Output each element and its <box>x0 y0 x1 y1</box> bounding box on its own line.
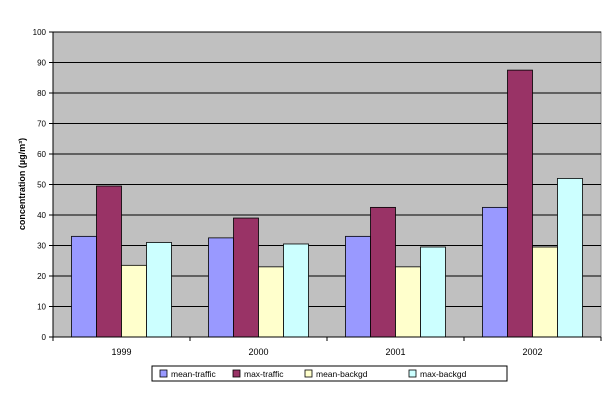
legend-label: max-backgd <box>420 369 467 379</box>
bar-mean-traffic-2002 <box>482 206 508 338</box>
legend-swatch-max-traffic <box>232 369 241 378</box>
bar-mean-backgd-2000 <box>258 266 284 338</box>
bar-max-traffic-2000 <box>233 217 259 338</box>
y-tick-label: 40 <box>37 211 46 220</box>
bar-mean-backgd-1999 <box>121 264 147 338</box>
y-tick-label: 70 <box>37 120 46 129</box>
y-axis-label: concentration (µg/m³) <box>17 138 27 230</box>
y-tick-label: 90 <box>37 59 46 68</box>
y-tick-label: 10 <box>37 303 46 312</box>
bar-max-traffic-2001 <box>370 206 396 338</box>
y-tick-label: 60 <box>37 150 46 159</box>
bar-mean-backgd-2002 <box>532 246 558 338</box>
x-tick-label: 2001 <box>385 347 405 357</box>
bar-max-backgd-2000 <box>283 243 309 338</box>
legend-label: mean-backgd <box>316 369 368 379</box>
bar-max-backgd-1999 <box>146 242 172 338</box>
legend-label: mean-traffic <box>171 369 216 379</box>
y-axis-ticks: 0 10 20 30 40 50 60 70 80 90 100 <box>33 28 53 342</box>
bar-max-traffic-1999 <box>96 185 122 338</box>
bar-max-backgd-2001 <box>420 246 446 338</box>
legend-swatch-max-backgd <box>408 369 417 378</box>
bar-max-backgd-2002 <box>557 177 583 338</box>
bar-mean-traffic-2000 <box>208 237 234 338</box>
y-tick-label: 20 <box>37 272 46 281</box>
bar-mean-traffic-1999 <box>71 235 97 338</box>
y-tick-label: 0 <box>42 333 47 342</box>
bar-mean-backgd-2001 <box>395 266 421 338</box>
x-tick-label: 2002 <box>522 347 542 357</box>
legend: mean-traffic max-traffic mean-backgd max-ba… <box>151 365 508 382</box>
legend-box <box>151 365 508 382</box>
bar-max-traffic-2002 <box>507 69 533 338</box>
x-tick-label: 2000 <box>248 347 268 357</box>
bar-mean-traffic-2001 <box>345 235 371 338</box>
y-tick-label: 30 <box>37 242 46 251</box>
x-tick-label: 1999 <box>111 347 131 357</box>
legend-swatch-mean-backgd <box>304 369 313 378</box>
legend-swatch-mean-traffic <box>159 369 168 378</box>
y-tick-label: 50 <box>37 181 46 190</box>
legend-label: max-traffic <box>244 369 284 379</box>
x-axis-ticks: 1999 2000 2001 2002 <box>52 337 602 357</box>
y-tick-label: 80 <box>37 89 46 98</box>
y-tick-label: 100 <box>33 28 47 37</box>
bars <box>71 69 583 338</box>
